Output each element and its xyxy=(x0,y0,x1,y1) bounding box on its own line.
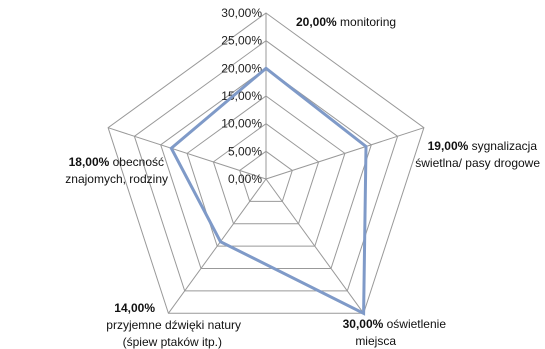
radar-tick-labels: 30,00% 25,00% 20,00% 15,00% 10,00% 5,00% 0,00% xyxy=(221,6,262,186)
axis-label-1: 19,00% sygnalizacja świetlna/ pasy drogow… xyxy=(415,139,540,170)
axis-label-text: 30,00% oświetlenie xyxy=(343,317,447,331)
grid-spoke xyxy=(107,127,267,180)
category-label: (śpiew ptaków itp.) xyxy=(123,335,222,349)
grid-ring xyxy=(186,95,346,247)
tick-label: 15,00% xyxy=(221,89,262,103)
value-label: 20,00% xyxy=(296,15,337,29)
radar-axis-labels: 20,00% monitoring 19,00% sygnalizacja świe… xyxy=(65,15,540,349)
axis-label-0: 20,00% monitoring xyxy=(296,15,396,29)
category-label: obecność xyxy=(109,155,164,169)
axis-label-text: 18,00% obecność xyxy=(69,155,164,169)
grid-ring xyxy=(133,40,399,292)
category-label: znajomych, rodziny xyxy=(65,172,168,186)
category-label: sygnalizacja xyxy=(468,139,537,153)
grid-spoke xyxy=(265,178,365,314)
tick-label: 20,00% xyxy=(221,61,262,75)
series-line xyxy=(169,66,368,316)
axis-label-3: 14,00% przyjemne dźwięki natury (śpiew pta… xyxy=(106,301,241,349)
category-label: oświetlenie xyxy=(383,317,446,331)
category-label: monitoring xyxy=(337,15,396,29)
value-label: 30,00% xyxy=(343,317,384,331)
grid-ring xyxy=(160,67,372,269)
grid-spoke xyxy=(167,178,267,314)
grid-ring xyxy=(107,12,425,314)
value-label: 14,00% xyxy=(114,301,155,315)
tick-label: 5,00% xyxy=(228,144,262,158)
axis-label-4: 18,00% obecność znajomych, rodziny xyxy=(65,155,168,186)
axis-label-text: 19,00% sygnalizacja xyxy=(428,139,538,153)
radar-series xyxy=(169,66,368,316)
axis-label-2: 30,00% oświetlenie miejsca xyxy=(343,317,447,348)
value-label: 18,00% xyxy=(69,155,110,169)
category-label: przyjemne dźwięki natury xyxy=(106,318,241,332)
radar-grid xyxy=(107,12,425,314)
grid-ring xyxy=(239,150,293,202)
grid-ring xyxy=(212,123,320,225)
value-label: 19,00% xyxy=(428,139,469,153)
tick-label: 30,00% xyxy=(221,6,262,20)
axis-label-text: 20,00% monitoring xyxy=(296,15,396,29)
tick-label: 10,00% xyxy=(221,117,262,131)
radar-spokes xyxy=(107,13,425,314)
tick-label: 0,00% xyxy=(228,172,262,186)
category-label: miejsca xyxy=(355,334,396,348)
grid-spoke xyxy=(265,127,425,180)
category-label: świetlna/ pasy drogowe xyxy=(415,156,540,170)
tick-label: 25,00% xyxy=(221,34,262,48)
